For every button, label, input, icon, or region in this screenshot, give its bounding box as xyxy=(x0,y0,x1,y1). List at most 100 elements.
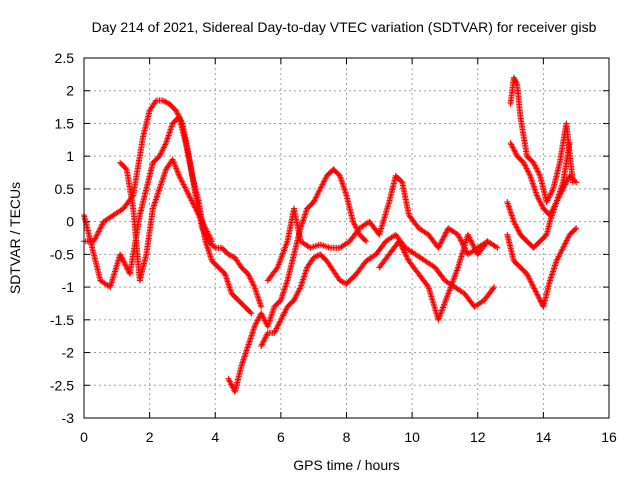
data-point xyxy=(222,272,229,279)
data-point xyxy=(572,178,579,185)
data-point xyxy=(174,168,181,175)
data-point xyxy=(550,265,557,272)
data-point xyxy=(244,346,251,353)
data-point xyxy=(403,253,410,260)
data-point xyxy=(467,237,474,244)
data-point xyxy=(545,194,552,201)
data-point xyxy=(296,285,303,292)
data-point xyxy=(403,252,410,259)
data-point xyxy=(293,292,300,299)
data-point xyxy=(226,284,233,291)
data-point xyxy=(537,298,544,305)
data-point xyxy=(172,163,179,170)
y-tick-label: 2.5 xyxy=(55,50,75,66)
data-point xyxy=(438,237,445,244)
data-point xyxy=(263,332,270,339)
data-point xyxy=(169,121,176,128)
data-point xyxy=(249,330,256,337)
data-point xyxy=(529,281,536,288)
x-tick-label: 16 xyxy=(601,429,617,445)
data-point xyxy=(435,244,442,251)
data-point xyxy=(525,169,532,176)
data-point xyxy=(573,179,580,186)
data-point xyxy=(561,241,568,248)
data-point xyxy=(187,194,194,201)
data-point xyxy=(173,165,180,172)
data-point xyxy=(494,244,501,251)
data-point xyxy=(208,238,215,245)
data-point xyxy=(300,276,307,283)
data-point xyxy=(207,235,214,242)
data-point xyxy=(159,97,166,104)
data-point xyxy=(363,238,370,245)
data-point xyxy=(457,235,464,242)
data-point xyxy=(338,278,345,285)
data-point xyxy=(172,107,179,114)
data-point xyxy=(250,327,257,334)
data-point xyxy=(196,213,203,220)
data-point xyxy=(258,303,265,310)
data-point xyxy=(95,228,102,235)
data-point xyxy=(513,223,520,229)
data-point xyxy=(511,147,518,154)
data-point xyxy=(245,271,252,277)
data-point xyxy=(565,234,572,241)
data-point xyxy=(200,221,207,228)
data-point xyxy=(566,140,573,147)
data-point xyxy=(244,344,251,351)
data-point xyxy=(536,198,543,205)
data-point xyxy=(547,276,554,283)
data-point xyxy=(166,129,173,136)
data-point xyxy=(255,316,262,323)
data-point xyxy=(203,227,210,234)
data-point xyxy=(225,251,232,258)
data-point xyxy=(531,161,538,168)
data-point xyxy=(252,321,259,328)
x-tick-label: 14 xyxy=(536,429,552,445)
data-point xyxy=(563,237,570,244)
data-point xyxy=(514,225,521,232)
data-point xyxy=(400,248,407,255)
data-point xyxy=(299,279,306,286)
data-point xyxy=(294,289,301,296)
data-point xyxy=(268,311,275,318)
data-point xyxy=(174,169,181,176)
data-point xyxy=(399,245,406,252)
data-point xyxy=(167,126,174,133)
data-point xyxy=(124,265,131,272)
data-point xyxy=(173,166,180,173)
data-point xyxy=(558,247,565,254)
data-point xyxy=(189,200,196,207)
data-point xyxy=(536,295,543,302)
data-point xyxy=(546,193,553,200)
data-point xyxy=(557,250,564,257)
data-point xyxy=(532,288,539,295)
data-point xyxy=(548,190,555,197)
data-point xyxy=(322,175,329,182)
data-point xyxy=(259,340,266,347)
data-point xyxy=(531,287,538,293)
y-tick-label: 0 xyxy=(66,214,74,230)
data-point xyxy=(239,359,246,366)
data-point xyxy=(511,75,518,82)
data-point xyxy=(96,227,103,234)
data-point xyxy=(253,288,260,295)
data-point xyxy=(457,237,464,244)
data-point xyxy=(158,179,165,186)
data-point xyxy=(312,253,318,260)
data-point xyxy=(173,108,180,115)
data-point xyxy=(320,178,327,185)
data-point xyxy=(160,173,167,180)
data-point xyxy=(242,352,249,359)
data-point xyxy=(254,291,261,298)
data-point xyxy=(150,204,157,211)
data-point xyxy=(253,320,260,327)
data-point xyxy=(255,294,262,301)
data-point xyxy=(245,343,252,349)
data-point xyxy=(505,203,512,210)
data-point xyxy=(532,164,539,171)
data-point xyxy=(536,196,542,203)
data-point xyxy=(508,212,515,219)
chart-title: Day 214 of 2021, Sidereal Day-to-day VTE… xyxy=(92,19,597,35)
data-point xyxy=(551,262,558,269)
